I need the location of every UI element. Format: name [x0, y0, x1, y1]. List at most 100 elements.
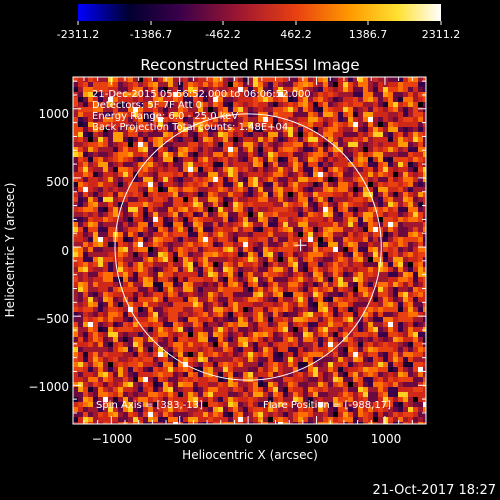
heatmap-cell — [403, 387, 408, 392]
heatmap-cell — [278, 217, 283, 222]
heatmap-cell — [383, 357, 388, 362]
heatmap-cell — [253, 347, 258, 352]
heatmap-cell — [183, 292, 188, 297]
heatmap-cell — [303, 312, 308, 317]
heatmap-cell — [253, 197, 258, 202]
heatmap-cell — [403, 127, 408, 132]
heatmap-cell — [368, 347, 373, 352]
heatmap-cell — [353, 247, 358, 252]
heatmap-cell — [413, 172, 418, 177]
heatmap-cell — [208, 107, 213, 112]
heatmap-cell — [113, 147, 118, 152]
heatmap-cell — [328, 372, 333, 377]
heatmap-cell — [393, 342, 398, 347]
heatmap-cell — [208, 422, 213, 424]
heatmap-cell — [418, 87, 423, 92]
heatmap-cell — [213, 192, 218, 197]
heatmap-cell — [208, 407, 213, 412]
heatmap-cell — [208, 87, 213, 92]
heatmap-cell — [113, 292, 118, 297]
heatmap-cell — [273, 212, 278, 217]
heatmap-cell — [168, 202, 173, 207]
heatmap-cell — [303, 272, 308, 277]
heatmap-cell — [368, 172, 373, 177]
heatmap-cell — [178, 77, 183, 82]
heatmap-cell — [223, 122, 228, 127]
heatmap-cell — [103, 237, 108, 242]
heatmap-cell — [123, 417, 128, 422]
heatmap-cell — [373, 187, 378, 192]
heatmap-cell — [308, 87, 313, 92]
heatmap-cell — [303, 397, 308, 402]
heatmap-cell — [363, 277, 368, 282]
heatmap-cell — [408, 177, 413, 182]
heatmap-cell — [213, 162, 218, 167]
heatmap-cell — [333, 152, 338, 157]
heatmap-cell — [403, 122, 408, 127]
heatmap-cell — [308, 102, 313, 107]
heatmap-cell — [273, 347, 278, 352]
heatmap-cell — [143, 112, 148, 117]
heatmap-cell — [108, 167, 113, 172]
heatmap-cell — [223, 132, 228, 137]
heatmap-cell — [408, 357, 413, 362]
heatmap-cell — [158, 352, 163, 357]
heatmap-cell — [348, 282, 353, 287]
heatmap-cell — [363, 252, 368, 257]
heatmap-cell — [168, 292, 173, 297]
heatmap-cell — [313, 142, 318, 147]
heatmap-cell — [413, 217, 418, 222]
heatmap-cell — [218, 337, 223, 342]
heatmap-cell — [248, 197, 253, 202]
heatmap-cell — [418, 372, 423, 377]
heatmap-cell — [178, 242, 183, 247]
heatmap-cell — [128, 82, 133, 87]
heatmap-cell — [398, 142, 403, 147]
heatmap-cell — [158, 232, 163, 237]
heatmap-cell — [238, 317, 243, 322]
heatmap-cell — [118, 397, 123, 402]
heatmap-cell — [93, 407, 98, 412]
heatmap-cell — [203, 342, 208, 347]
heatmap-cell — [363, 242, 368, 247]
heatmap-cell — [153, 302, 158, 307]
heatmap-cell — [93, 227, 98, 232]
heatmap-cell — [198, 177, 203, 182]
heatmap-cell — [158, 197, 163, 202]
heatmap-cell — [318, 87, 323, 92]
heatmap-cell — [338, 322, 343, 327]
heatmap-cell — [313, 402, 318, 407]
heatmap-cell — [268, 422, 273, 424]
heatmap-cell — [148, 402, 153, 407]
heatmap-cell — [293, 167, 298, 172]
heatmap-cell — [363, 217, 368, 222]
heatmap-cell — [293, 292, 298, 297]
heatmap-cell — [253, 337, 258, 342]
heatmap-cell — [398, 147, 403, 152]
heatmap-cell — [178, 422, 183, 424]
heatmap-cell — [368, 267, 373, 272]
heatmap-cell — [298, 252, 303, 257]
heatmap-cell — [243, 242, 248, 247]
heatmap-cell — [113, 372, 118, 377]
heatmap-cell — [108, 107, 113, 112]
heatmap-cell — [383, 407, 388, 412]
heatmap-cell — [318, 177, 323, 182]
heatmap-cell — [343, 147, 348, 152]
heatmap-cell — [223, 107, 228, 112]
heatmap-cell — [223, 292, 228, 297]
heatmap-cell — [173, 412, 178, 417]
heatmap-cell — [173, 312, 178, 317]
heatmap-cell — [208, 302, 213, 307]
heatmap-cell — [398, 217, 403, 222]
heatmap-cell — [228, 237, 233, 242]
heatmap-cell — [288, 77, 293, 82]
heatmap-cell — [363, 372, 368, 377]
heatmap-cell — [248, 312, 253, 317]
heatmap-cell — [413, 97, 418, 102]
heatmap-cell — [218, 192, 223, 197]
heatmap-cell — [278, 297, 283, 302]
heatmap-cell — [368, 177, 373, 182]
heatmap-cell — [393, 412, 398, 417]
heatmap-cell — [208, 92, 213, 97]
